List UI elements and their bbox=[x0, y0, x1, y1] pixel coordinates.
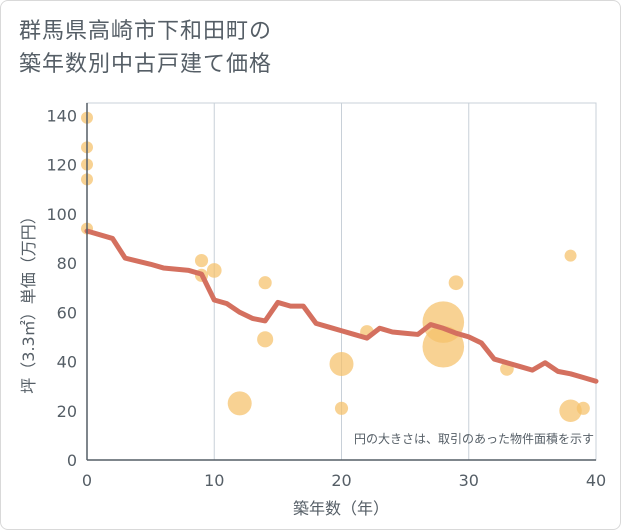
bubble bbox=[227, 391, 252, 416]
bubble bbox=[576, 401, 590, 415]
x-tick-label: 20 bbox=[331, 471, 351, 490]
y-tick-label: 120 bbox=[46, 156, 77, 175]
x-axis-label: 築年数（年） bbox=[293, 499, 389, 518]
bubble bbox=[258, 276, 272, 290]
bubble bbox=[194, 253, 209, 268]
x-tick-label: 30 bbox=[459, 471, 479, 490]
y-tick-label: 140 bbox=[46, 106, 77, 125]
y-tick-label: 40 bbox=[57, 353, 77, 372]
chart-title: 群馬県高崎市下和田町の 築年数別中古戸建て価格 bbox=[19, 15, 272, 81]
chart-title-line-1: 群馬県高崎市下和田町の bbox=[19, 19, 273, 44]
bubble bbox=[559, 399, 582, 422]
y-axis-label: 坪（3.3㎡）単価（万円） bbox=[19, 208, 38, 393]
y-tick-label: 0 bbox=[67, 451, 77, 470]
chart-title-line-2: 築年数別中古戸建て価格 bbox=[19, 52, 273, 77]
x-tick-label: 40 bbox=[586, 471, 606, 490]
bubble bbox=[422, 325, 465, 368]
bubble bbox=[564, 249, 577, 262]
y-tick-label: 60 bbox=[57, 303, 77, 322]
bubble-size-note: 円の大きさは、取引のあった物件面積を示す bbox=[354, 431, 594, 446]
axes bbox=[86, 103, 596, 461]
y-tick-label: 80 bbox=[57, 254, 77, 273]
y-tick-label: 100 bbox=[46, 205, 77, 224]
bubble bbox=[448, 275, 464, 291]
bubble bbox=[257, 331, 274, 348]
bubble bbox=[329, 351, 354, 376]
bubble bbox=[206, 263, 222, 278]
bubble bbox=[334, 401, 349, 415]
x-tick-label: 0 bbox=[82, 471, 92, 490]
tick-labels: 0 20 40 60 80 100 120 140 0 10 20 30 40 bbox=[46, 106, 606, 490]
x-tick-label: 10 bbox=[204, 471, 224, 490]
trend-line bbox=[84, 228, 599, 384]
y-tick-label: 20 bbox=[57, 402, 77, 421]
